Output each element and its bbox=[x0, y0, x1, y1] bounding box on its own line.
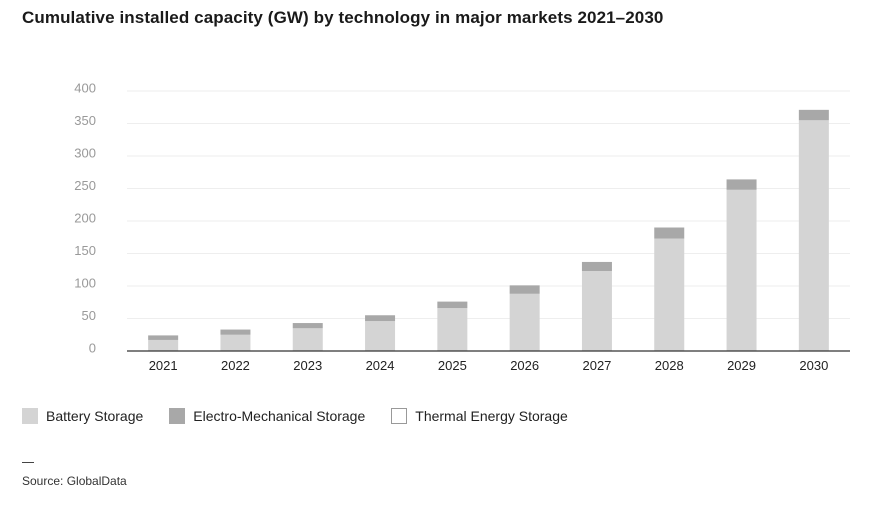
bar-battery-2025 bbox=[437, 308, 468, 351]
y-tick-label-100: 100 bbox=[74, 275, 96, 290]
bar-electro-2028 bbox=[654, 227, 685, 239]
legend-label-thermal: Thermal Energy Storage bbox=[415, 408, 568, 424]
bar-battery-2028 bbox=[654, 238, 685, 351]
bar-electro-2023 bbox=[292, 323, 323, 329]
bar-electro-2022 bbox=[220, 329, 251, 335]
bar-battery-2026 bbox=[509, 293, 540, 351]
x-tick-label-2024: 2024 bbox=[366, 358, 395, 373]
x-tick-label-2025: 2025 bbox=[438, 358, 467, 373]
x-tick-label-2030: 2030 bbox=[799, 358, 828, 373]
x-tick-label-2023: 2023 bbox=[293, 358, 322, 373]
bar-electro-2030 bbox=[798, 109, 829, 121]
legend: Battery Storage Electro-Mechanical Stora… bbox=[22, 408, 594, 424]
x-tick-label-2029: 2029 bbox=[727, 358, 756, 373]
bar-battery-2023 bbox=[292, 328, 323, 351]
bar-battery-2022 bbox=[220, 334, 251, 351]
x-tick-label-2021: 2021 bbox=[149, 358, 178, 373]
legend-item-thermal: Thermal Energy Storage bbox=[391, 408, 568, 424]
bar-electro-2025 bbox=[437, 301, 468, 309]
legend-swatch-electro-mechanical bbox=[169, 408, 186, 424]
x-tick-label-2028: 2028 bbox=[655, 358, 684, 373]
x-axis-tick-labels: 2021 2022 2023 2024 2025 2026 2027 2028 2029 2030 bbox=[149, 358, 829, 373]
source-divider bbox=[22, 462, 34, 463]
bars bbox=[148, 109, 829, 351]
bar-battery-2027 bbox=[581, 271, 612, 351]
x-tick-label-2026: 2026 bbox=[510, 358, 539, 373]
bar-battery-2024 bbox=[365, 321, 396, 351]
bar-battery-2029 bbox=[726, 189, 757, 351]
legend-item-battery: Battery Storage bbox=[22, 408, 143, 424]
legend-swatch-thermal bbox=[391, 408, 408, 424]
legend-swatch-battery bbox=[22, 408, 38, 424]
bar-electro-2029 bbox=[726, 179, 757, 190]
legend-label-battery: Battery Storage bbox=[46, 408, 144, 424]
legend-label-electro-mechanical: Electro-Mechanical Storage bbox=[193, 408, 366, 424]
x-tick-label-2027: 2027 bbox=[582, 358, 611, 373]
y-tick-label-150: 150 bbox=[74, 243, 96, 258]
bar-electro-2026 bbox=[509, 285, 540, 294]
y-tick-label-350: 350 bbox=[74, 113, 96, 128]
bar-electro-2021 bbox=[148, 335, 179, 340]
source-note: Source: GlobalData bbox=[22, 474, 127, 488]
y-tick-label-400: 400 bbox=[74, 80, 96, 95]
legend-item-electro-mechanical: Electro-Mechanical Storage bbox=[169, 408, 365, 424]
bar-battery-2030 bbox=[798, 120, 829, 351]
y-tick-label-250: 250 bbox=[74, 178, 96, 193]
bar-electro-2027 bbox=[581, 261, 612, 272]
y-tick-label-50: 50 bbox=[82, 308, 96, 323]
bar-electro-2024 bbox=[365, 315, 396, 322]
y-tick-label-0: 0 bbox=[89, 340, 96, 355]
bar-battery-2021 bbox=[148, 339, 179, 351]
x-tick-label-2022: 2022 bbox=[221, 358, 250, 373]
y-tick-label-200: 200 bbox=[74, 210, 96, 225]
y-axis-tick-labels: 0 50 100 150 200 250 300 350 400 bbox=[74, 80, 96, 355]
y-tick-label-300: 300 bbox=[74, 145, 96, 160]
chart-title: Cumulative installed capacity (GW) by te… bbox=[22, 8, 664, 27]
